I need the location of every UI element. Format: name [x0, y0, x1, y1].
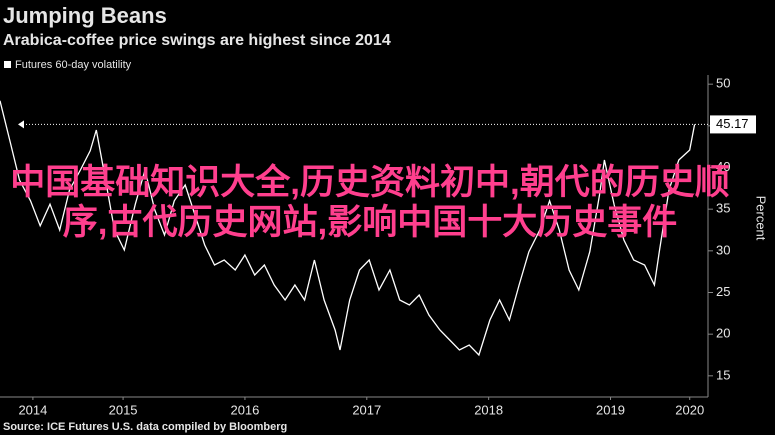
- last-value-label: 45.17: [716, 116, 749, 131]
- line: [0, 100, 696, 357]
- overlay-text: 中国基础知识大全,历史资料初中,朝代的历史顺序,古代历史网站,影响中国十大历史事…: [10, 163, 730, 242]
- x-tick-label: 2019: [596, 402, 625, 417]
- x-tick-label: 2016: [230, 402, 259, 417]
- y-tick-label: 25: [716, 284, 730, 299]
- last-value-box: [710, 115, 756, 134]
- x-tick-label: 2020: [675, 402, 704, 417]
- y-tick-label: 40: [716, 159, 730, 174]
- y-tick-label: 30: [716, 242, 730, 257]
- y-tick-label: 50: [716, 76, 730, 91]
- x-tick-label: 2014: [18, 402, 47, 417]
- y-axis-label: Percent: [754, 196, 769, 241]
- last-value-arrow: [18, 120, 24, 129]
- chart-title: Jumping Beans: [3, 3, 167, 28]
- legend-swatch: [4, 61, 11, 68]
- source: Source: ICE Futures U.S. data compiled b…: [3, 421, 287, 433]
- x-tick-label: 2018: [474, 402, 503, 417]
- x-tick-label: 2017: [352, 402, 381, 417]
- y-tick-label: 20: [716, 326, 730, 341]
- y-tick-label: 35: [716, 201, 730, 216]
- y-tick-label: 15: [716, 367, 730, 382]
- legend-label: Futures 60-day volatility: [15, 59, 132, 71]
- x-tick-label: 2015: [109, 402, 138, 417]
- chart-subtitle: Arabica-coffee price swings are highest …: [3, 32, 391, 49]
